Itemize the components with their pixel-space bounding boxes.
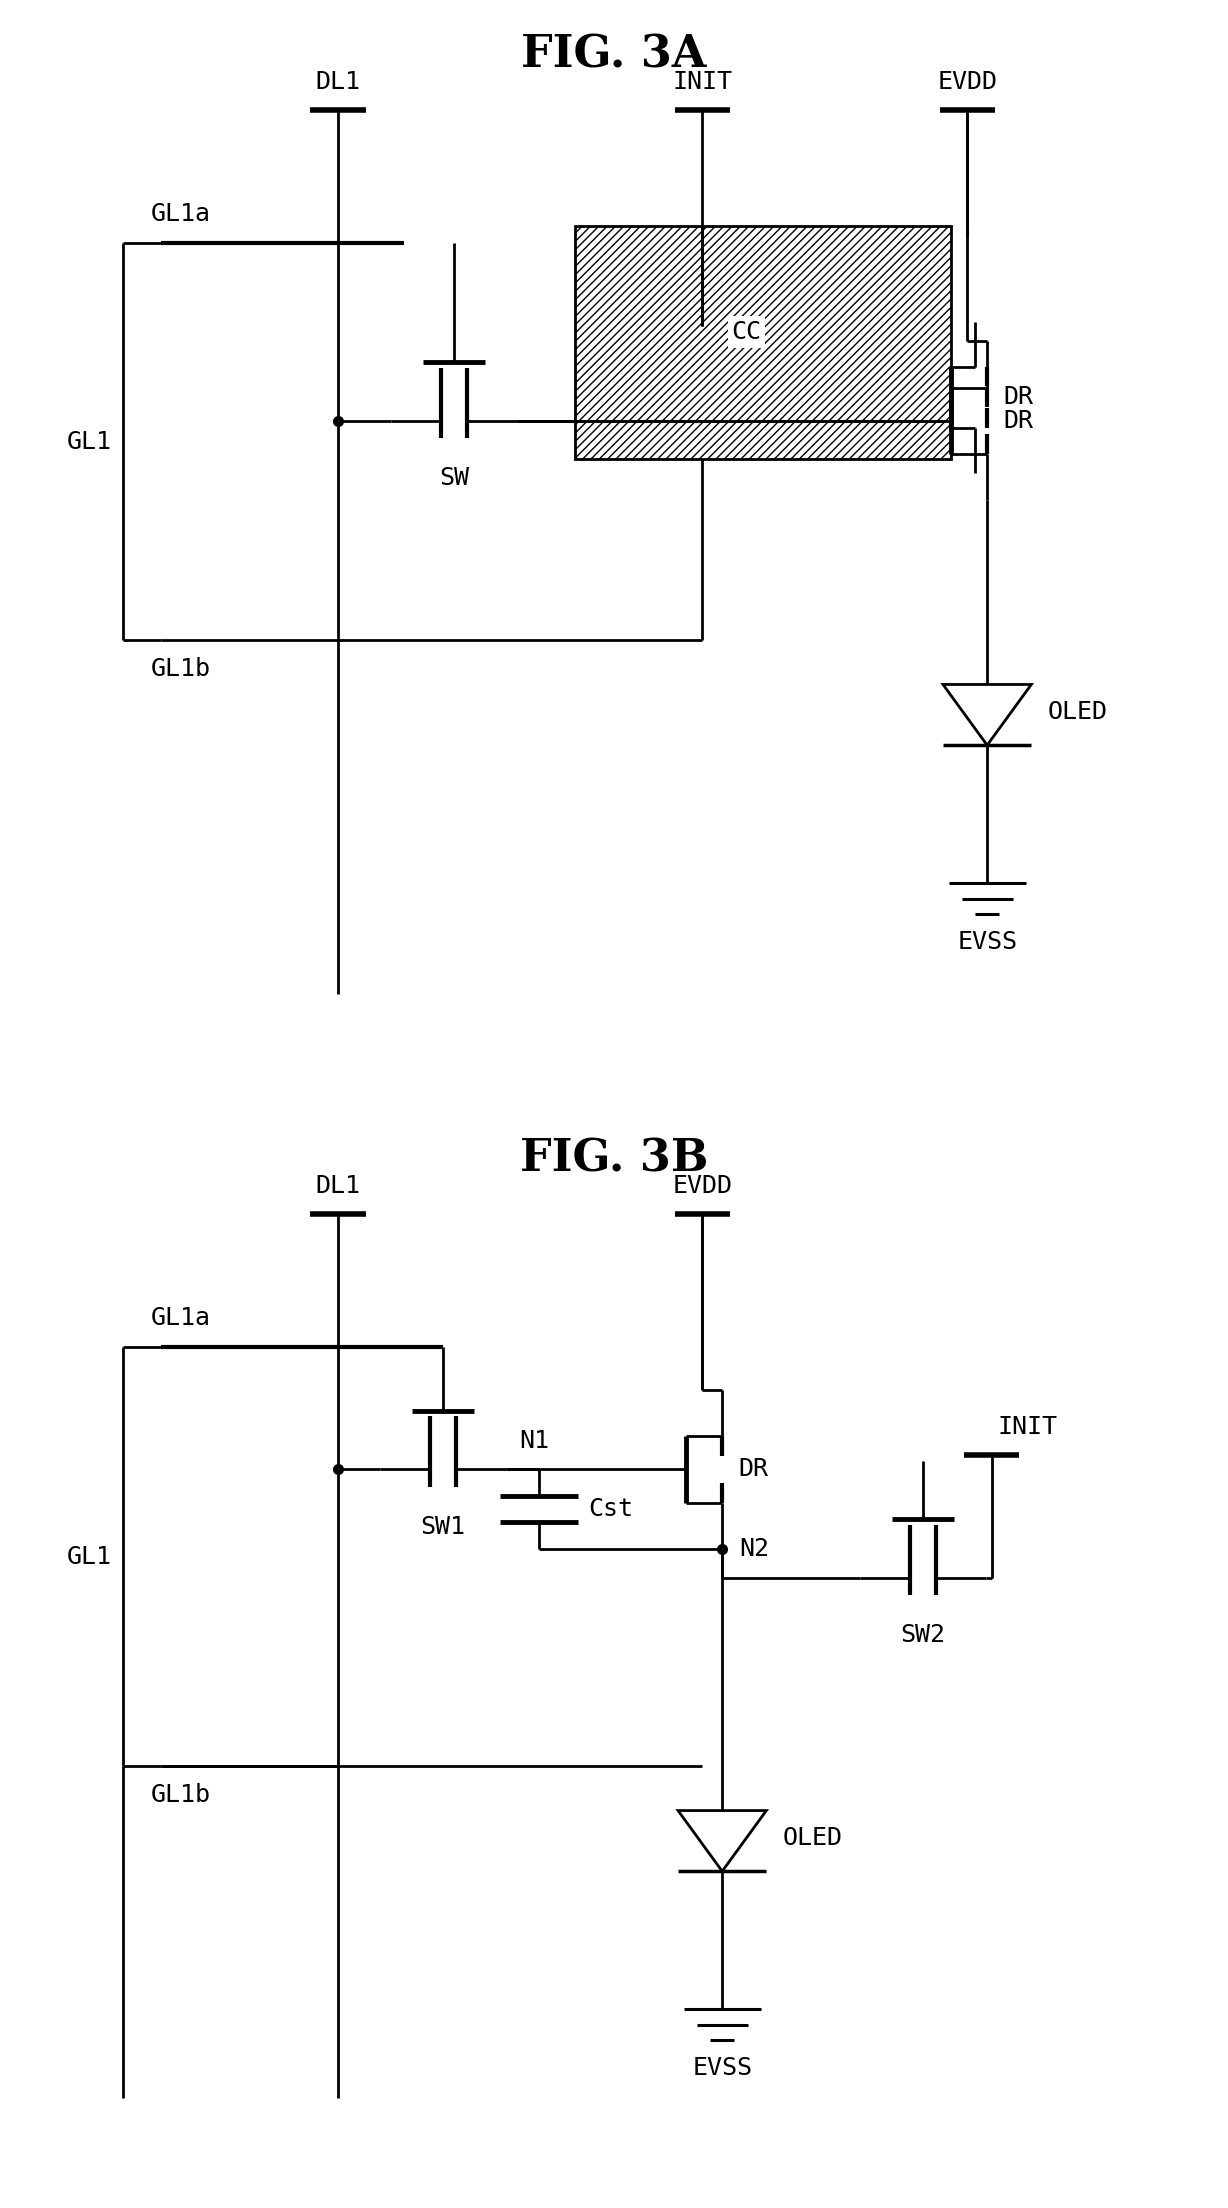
Text: GL1: GL1 [66, 431, 112, 453]
Text: SW2: SW2 [900, 1623, 946, 1647]
Text: GL1: GL1 [66, 1546, 112, 1568]
Text: DL1: DL1 [316, 71, 361, 95]
Text: OLED: OLED [1047, 700, 1108, 724]
Text: GL1a: GL1a [150, 1307, 210, 1329]
Text: EVSS: EVSS [693, 2056, 753, 2080]
Bar [576, 227, 950, 459]
Text: N1: N1 [519, 1429, 549, 1453]
Text: INIT: INIT [672, 71, 732, 95]
Text: DR: DR [1003, 408, 1034, 433]
Text: CC: CC [732, 320, 761, 344]
Text: GL1a: GL1a [150, 203, 210, 225]
Text: FIG. 3A: FIG. 3A [522, 33, 706, 75]
Text: FIG. 3B: FIG. 3B [519, 1137, 709, 1179]
Text: GL1b: GL1b [150, 1784, 210, 1806]
Text: DR: DR [1003, 386, 1034, 408]
Text: EVDD: EVDD [937, 71, 997, 95]
Text: SW1: SW1 [420, 1515, 465, 1539]
Text: DR: DR [739, 1457, 769, 1482]
Text: N2: N2 [739, 1537, 769, 1561]
Text: Cst: Cst [588, 1497, 634, 1521]
Text: INIT: INIT [997, 1415, 1057, 1440]
Text: EVDD: EVDD [672, 1175, 732, 1197]
Text: GL1b: GL1b [150, 658, 210, 680]
Text: DL1: DL1 [316, 1175, 361, 1197]
Text: OLED: OLED [783, 1826, 842, 1850]
Text: EVSS: EVSS [957, 930, 1017, 954]
Text: SW: SW [438, 466, 469, 490]
